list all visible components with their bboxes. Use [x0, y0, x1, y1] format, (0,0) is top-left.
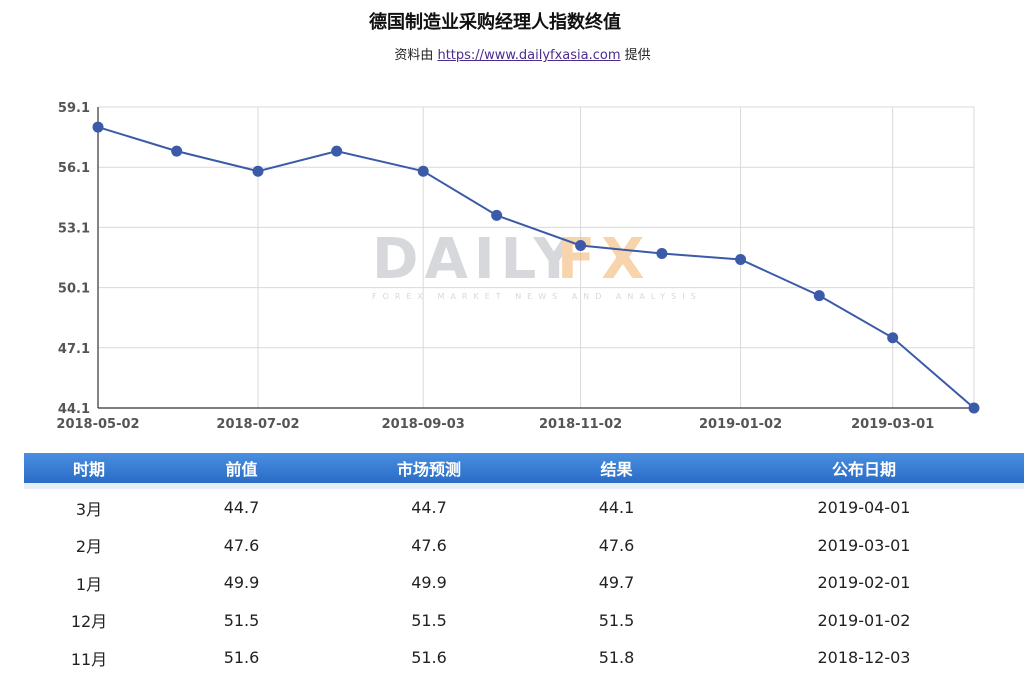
chart-tick-labels: 44.1 47.1 50.1 53.1 56.1 59.1 2018-05-02 2018-0… [56, 101, 934, 432]
data-point [887, 332, 899, 344]
cell-forecast: 51.5 [411, 610, 447, 630]
chart-axes [97, 107, 974, 409]
pmi-line-chart: DAILY FX FOREX MARKET NEWS AND ANALYSIS … [56, 101, 980, 432]
cell-release-date: 2019-04-01 [817, 498, 911, 518]
pmi-data-table: 时期 前值 市场预测 结果 公布日期 3月 44.7 44.7 44.1 201… [24, 453, 1024, 677]
cell-actual: 49.7 [598, 573, 635, 593]
y-tick-label: 50.1 [58, 282, 90, 297]
data-point [735, 254, 747, 266]
watermark-tagline: FOREX MARKET NEWS AND ANALYSIS [372, 292, 702, 301]
table-row: 1月 49.9 49.9 49.7 2019-02-01 [24, 564, 1024, 602]
cell-actual: 44.1 [598, 498, 635, 518]
data-point [417, 165, 429, 177]
data-point [575, 239, 587, 251]
data-point [331, 145, 343, 157]
column-header-period: 时期 [24, 453, 154, 489]
cell-release-date: 2019-01-02 [817, 610, 911, 630]
y-tick-label: 59.1 [58, 101, 90, 116]
x-tick-label: 2019-01-02 [699, 417, 782, 432]
table-row: 11月 51.6 51.6 51.8 2018-12-03 [24, 639, 1024, 677]
source-link[interactable]: https://www.dailyfxasia.com [437, 48, 621, 63]
table-row: 3月 44.7 44.7 44.1 2019-04-01 [24, 486, 1024, 527]
x-tick-label: 2018-09-03 [382, 417, 465, 432]
watermark-daily: DAILY [372, 227, 580, 292]
table-row: 2月 47.6 47.6 47.6 2019-03-01 [24, 527, 1024, 565]
cell-period: 1月 [75, 574, 103, 594]
y-tick-label: 44.1 [58, 402, 90, 417]
source-line: 资料由 https://www.dailyfxasia.com 提供 [0, 44, 1035, 63]
page-title: 德国制造业采购经理人指数终值 [369, 12, 621, 33]
dailyfx-watermark: DAILY FX FOREX MARKET NEWS AND ANALYSIS [372, 227, 702, 301]
series-line [97, 126, 975, 409]
y-tick-label: 53.1 [58, 221, 90, 236]
cell-previous: 51.6 [223, 648, 260, 668]
cell-release-date: 2018-12-03 [817, 648, 911, 668]
data-point [968, 402, 980, 414]
data-point [813, 290, 825, 302]
cell-period: 12月 [70, 612, 108, 632]
watermark-fx: FX [557, 227, 650, 292]
cell-period: 2月 [75, 537, 103, 557]
table-row: 12月 51.5 51.5 51.5 2019-01-02 [24, 602, 1024, 640]
column-header-forecast: 市场预测 [329, 453, 529, 489]
data-point [92, 121, 104, 133]
cell-previous: 49.9 [223, 573, 260, 593]
cell-release-date: 2019-02-01 [817, 573, 911, 593]
cell-release-date: 2019-03-01 [817, 535, 911, 555]
cell-forecast: 49.9 [411, 573, 447, 593]
cell-period: 3月 [75, 499, 103, 519]
cell-forecast: 47.6 [411, 535, 447, 555]
column-header-actual: 结果 [529, 453, 704, 489]
x-tick-label: 2018-11-02 [539, 417, 622, 432]
chart-series [92, 121, 980, 414]
data-point [252, 165, 264, 177]
x-tick-label: 2019-03-01 [851, 417, 934, 432]
chart-grid [97, 106, 975, 409]
data-point [171, 145, 183, 157]
column-header-release-date: 公布日期 [704, 453, 1024, 489]
x-tick-label: 2018-05-02 [56, 417, 139, 432]
cell-actual: 47.6 [598, 535, 635, 555]
y-tick-label: 47.1 [58, 342, 90, 357]
cell-previous: 47.6 [223, 535, 260, 555]
table-header-row: 时期 前值 市场预测 结果 公布日期 [24, 453, 1024, 489]
cell-period: 11月 [70, 649, 108, 669]
cell-actual: 51.5 [598, 610, 635, 630]
column-header-previous: 前值 [154, 453, 329, 489]
cell-previous: 44.7 [223, 498, 260, 518]
source-prefix: 资料由 [394, 48, 434, 63]
cell-actual: 51.8 [598, 648, 635, 668]
cell-forecast: 51.6 [411, 648, 447, 668]
source-suffix: 提供 [624, 48, 651, 63]
y-tick-label: 56.1 [58, 161, 90, 176]
data-point [491, 209, 503, 221]
x-tick-label: 2018-07-02 [216, 417, 299, 432]
cell-forecast: 44.7 [411, 498, 447, 518]
data-point [656, 247, 668, 259]
cell-previous: 51.5 [223, 610, 260, 630]
